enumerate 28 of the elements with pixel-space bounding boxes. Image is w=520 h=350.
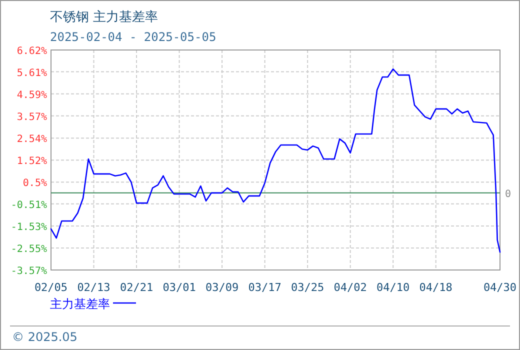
x-tick-label: 02/21	[120, 281, 154, 294]
text: © 2025.05	[12, 330, 78, 344]
y-tick-label: -1.53%	[10, 222, 47, 233]
y-tick-label: 5.61%	[16, 68, 47, 79]
x-tick-label: 04/30	[483, 281, 517, 294]
y-tick-label: -0.51%	[10, 200, 47, 211]
x-tick-label: 04/18	[419, 281, 452, 294]
legend-label: 主力基差率	[50, 297, 110, 311]
x-tick-label: 03/01	[162, 281, 196, 294]
chart-title: 不锈钢 主力基差率	[50, 9, 158, 25]
y-tick-label: 1.52%	[16, 156, 47, 168]
x-tick-label: 03/17	[248, 281, 282, 294]
y-tick-label: 2.54%	[16, 134, 47, 146]
x-tick-label: 04/02	[334, 281, 367, 294]
y-tick-label: 6.62%	[16, 46, 47, 57]
y-tick-label: 3.57%	[16, 112, 47, 123]
x-tick-label: 02/05	[34, 281, 68, 294]
line-series	[50, 68, 501, 253]
x-tick-label: 03/25	[291, 281, 324, 294]
y-tick-label: 0.5%	[22, 178, 47, 190]
y-tick-label: 4.59%	[16, 90, 47, 101]
y-tick-label: -3.57%	[10, 266, 47, 277]
x-tick-label: 04/10	[376, 281, 410, 294]
x-tick-label: 02/13	[77, 281, 110, 294]
x-tick-label: 03/09	[205, 281, 239, 294]
ref-line-label: 0	[505, 188, 512, 200]
y-tick-label: -2.55%	[10, 244, 47, 255]
chart-subtitle: 2025-02-04 - 2025-05-05	[50, 30, 216, 44]
